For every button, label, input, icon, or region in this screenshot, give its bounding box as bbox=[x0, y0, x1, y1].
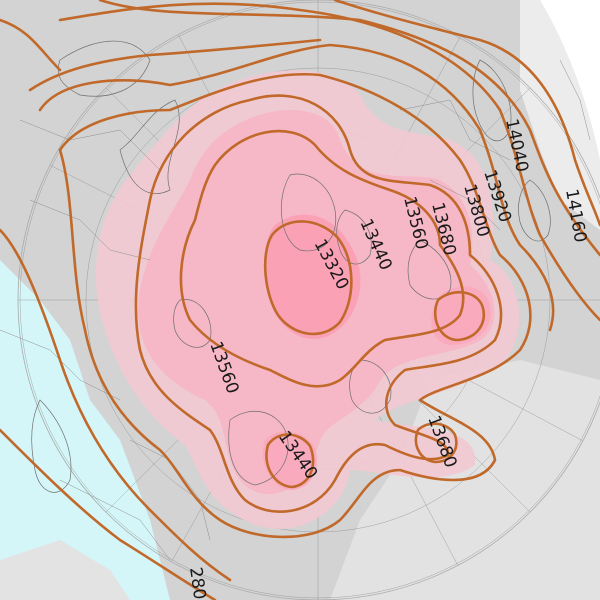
shaded-region-core bbox=[265, 214, 361, 339]
contour-13680-small bbox=[414, 422, 458, 464]
coastlines bbox=[31, 40, 551, 493]
contour-13680 bbox=[58, 72, 532, 539]
contour-13560 bbox=[134, 94, 503, 513]
contour-outer-west2 bbox=[0, 18, 62, 72]
contour-14160 bbox=[333, 0, 600, 227]
contour-label: 280 bbox=[185, 566, 209, 600]
contour-13440 bbox=[179, 129, 465, 388]
contour-outer-west bbox=[0, 228, 232, 582]
contour-13800 bbox=[38, 43, 555, 332]
contour-13920 bbox=[58, 2, 600, 322]
contour-13920-west bbox=[28, 38, 322, 92]
contour-13440-south bbox=[265, 433, 315, 489]
contour-13320 bbox=[263, 220, 353, 336]
contour-14040 bbox=[98, 0, 600, 257]
shallow-water-area bbox=[0, 260, 170, 600]
contour-280 bbox=[0, 428, 217, 600]
contour-13440-east bbox=[433, 291, 485, 342]
country-borders bbox=[0, 59, 591, 561]
shaded-region-core bbox=[262, 431, 318, 490]
ocean-area bbox=[0, 540, 130, 600]
projection-boundary bbox=[17, 0, 600, 600]
projection-edge bbox=[540, 0, 600, 160]
